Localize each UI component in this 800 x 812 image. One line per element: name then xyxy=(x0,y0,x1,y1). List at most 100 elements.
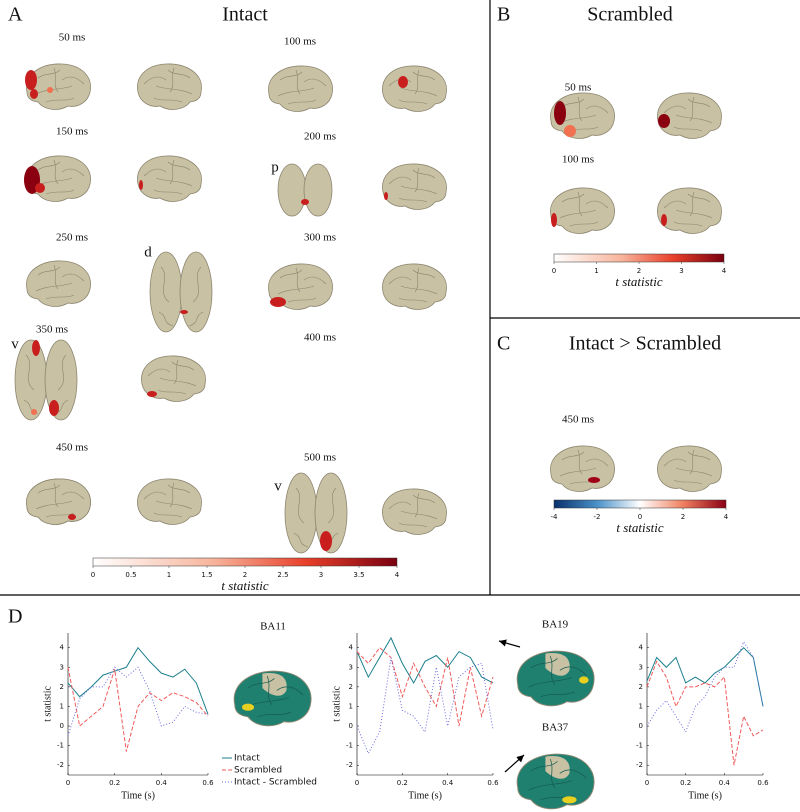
gyrus xyxy=(277,285,315,295)
brain xyxy=(382,163,447,210)
colorbar-tick-label: 3.5 xyxy=(353,571,364,579)
x-tick-label: 0.4 xyxy=(156,779,168,787)
arrow xyxy=(504,754,525,773)
activation xyxy=(554,101,566,125)
gyrus xyxy=(153,97,183,103)
y-tick-label: -2 xyxy=(636,761,643,769)
gyrus xyxy=(155,177,193,187)
colorbar-tick-label: 2 xyxy=(637,267,641,275)
region-label: BA37 xyxy=(542,722,569,734)
brain xyxy=(657,92,722,139)
activation xyxy=(242,703,254,711)
gyrus xyxy=(689,96,695,122)
panel-letter: B xyxy=(497,4,510,26)
brain-surface xyxy=(284,472,318,554)
gyrus xyxy=(37,484,61,494)
brain-surface xyxy=(550,187,615,234)
brain xyxy=(550,187,615,234)
activation xyxy=(270,297,286,307)
gyrus xyxy=(53,482,59,508)
colorbar-tick-label: 3 xyxy=(679,267,683,275)
activation xyxy=(658,114,670,128)
gyrus xyxy=(247,678,275,689)
gyrus xyxy=(559,467,597,477)
brain-surface xyxy=(277,163,307,217)
activation xyxy=(551,213,557,227)
y-tick-label: 3 xyxy=(60,663,64,671)
brain xyxy=(268,65,333,112)
brain xyxy=(382,488,447,535)
gyrus xyxy=(398,297,428,303)
colorbar xyxy=(553,499,727,509)
gyrus xyxy=(45,97,75,103)
x-axis-label: Time (s) xyxy=(121,790,155,801)
gyrus xyxy=(540,691,575,698)
gyrus xyxy=(35,500,73,510)
y-tick-label: 2 xyxy=(60,683,64,691)
gyrus xyxy=(577,96,583,122)
x-tick-label: 0 xyxy=(645,779,649,787)
colorbar-tick-label: 3 xyxy=(319,571,323,579)
activation xyxy=(147,391,157,397)
brain xyxy=(277,163,333,217)
gyrus xyxy=(414,69,420,95)
gyrus xyxy=(400,510,438,520)
gyrus xyxy=(414,167,420,193)
brain-surface xyxy=(149,251,183,333)
gyrus xyxy=(412,494,436,504)
view-label: p xyxy=(271,159,279,175)
activation xyxy=(25,70,37,90)
gyrus xyxy=(276,686,304,696)
brain-surface xyxy=(26,260,91,307)
panel-title: Scrambled xyxy=(587,4,673,26)
gyrus xyxy=(287,297,317,303)
brain-surface xyxy=(179,251,213,333)
gyrus xyxy=(673,126,703,132)
gyrus xyxy=(528,780,572,791)
brain-surface xyxy=(26,478,91,525)
brain xyxy=(149,251,213,333)
x-tick-label: 0 xyxy=(355,779,359,787)
series-line xyxy=(356,636,494,684)
brain-surface xyxy=(550,445,615,492)
gyrus xyxy=(414,267,420,293)
legend-label: Scrambled xyxy=(234,766,282,776)
colorbar-label: t statistic xyxy=(615,274,663,289)
legend-label: Intact xyxy=(234,754,260,764)
gyrus xyxy=(25,354,35,391)
panel-title: Intact xyxy=(222,4,268,26)
x-tick-label: 0.6 xyxy=(757,779,769,787)
y-tick-label: -2 xyxy=(346,761,353,769)
y-tick-label: 1 xyxy=(60,702,64,710)
y-tick-label: 1 xyxy=(349,702,353,710)
series-line xyxy=(67,666,209,736)
legend-label: Intact - Scrambled xyxy=(234,778,317,788)
gyrus xyxy=(173,359,179,385)
colorbar-tick-label: -4 xyxy=(551,513,559,521)
brain xyxy=(137,63,202,110)
y-tick-label: -1 xyxy=(57,742,64,750)
brain xyxy=(268,263,333,310)
gyrus xyxy=(143,76,167,85)
brain-surface xyxy=(382,163,447,210)
gyrus xyxy=(158,311,174,327)
brain xyxy=(516,650,595,707)
gyrus xyxy=(279,269,303,279)
time-label: 100 ms xyxy=(562,154,594,166)
activation xyxy=(661,214,667,226)
brain-surface xyxy=(657,445,722,492)
gyrus xyxy=(675,114,713,124)
brain xyxy=(516,753,595,810)
brain-surface xyxy=(303,163,333,217)
gyrus xyxy=(675,467,713,477)
gyrus xyxy=(147,368,171,377)
gyrus xyxy=(577,449,583,475)
gyrus xyxy=(412,169,436,179)
gyrus xyxy=(687,98,711,108)
gyrus xyxy=(171,361,195,371)
colorbar-tick-label: 4 xyxy=(395,571,400,579)
gyrus xyxy=(388,176,412,185)
gyrus xyxy=(57,354,67,391)
gyrus xyxy=(169,67,175,93)
time-label: 150 ms xyxy=(56,126,88,138)
